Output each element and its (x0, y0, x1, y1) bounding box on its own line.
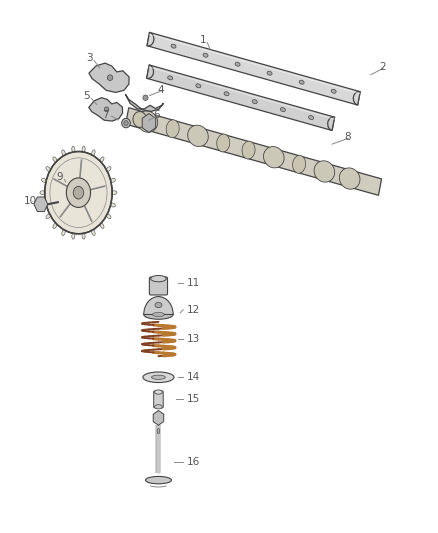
Wedge shape (328, 117, 335, 131)
Polygon shape (142, 114, 155, 133)
Ellipse shape (203, 53, 208, 57)
Ellipse shape (106, 214, 111, 219)
Ellipse shape (112, 191, 117, 195)
Polygon shape (153, 410, 164, 425)
Ellipse shape (267, 71, 272, 75)
Ellipse shape (168, 76, 173, 80)
Polygon shape (126, 108, 381, 195)
Ellipse shape (187, 125, 208, 147)
Ellipse shape (104, 107, 109, 112)
Ellipse shape (82, 146, 85, 152)
Text: 15: 15 (187, 394, 200, 405)
Ellipse shape (42, 179, 46, 182)
FancyBboxPatch shape (149, 277, 168, 295)
Ellipse shape (293, 156, 306, 173)
Ellipse shape (299, 80, 304, 84)
Ellipse shape (331, 89, 336, 93)
Ellipse shape (155, 405, 162, 409)
Ellipse shape (100, 157, 104, 162)
Ellipse shape (106, 167, 111, 171)
Ellipse shape (72, 233, 75, 239)
Ellipse shape (145, 477, 171, 484)
Ellipse shape (110, 179, 116, 182)
Ellipse shape (264, 147, 284, 168)
Ellipse shape (224, 92, 229, 96)
Text: 12: 12 (187, 305, 200, 315)
Text: 10: 10 (24, 196, 37, 206)
Wedge shape (147, 65, 154, 78)
Ellipse shape (339, 168, 360, 189)
Circle shape (66, 178, 91, 207)
Ellipse shape (124, 120, 128, 125)
Text: 9: 9 (57, 172, 64, 182)
Wedge shape (353, 92, 360, 105)
FancyBboxPatch shape (154, 391, 163, 408)
Ellipse shape (46, 214, 51, 219)
Ellipse shape (314, 161, 335, 182)
Polygon shape (34, 197, 48, 212)
Ellipse shape (53, 157, 57, 162)
Ellipse shape (110, 203, 116, 207)
Ellipse shape (42, 203, 46, 207)
Text: 11: 11 (187, 278, 200, 288)
Text: 6: 6 (153, 110, 160, 119)
Ellipse shape (92, 230, 95, 236)
Ellipse shape (137, 111, 158, 132)
Ellipse shape (107, 75, 113, 80)
Text: 5: 5 (83, 91, 89, 101)
Ellipse shape (235, 62, 240, 66)
Ellipse shape (151, 276, 166, 282)
Ellipse shape (40, 191, 45, 195)
Ellipse shape (242, 141, 255, 159)
Ellipse shape (155, 390, 162, 394)
Circle shape (45, 151, 112, 234)
Ellipse shape (252, 100, 257, 104)
Text: 1: 1 (200, 35, 206, 45)
Ellipse shape (155, 302, 162, 308)
Polygon shape (125, 94, 163, 111)
Text: 2: 2 (379, 62, 385, 72)
Ellipse shape (166, 120, 179, 138)
Polygon shape (147, 33, 360, 105)
Ellipse shape (309, 116, 314, 119)
Text: 13: 13 (187, 334, 200, 344)
Ellipse shape (72, 146, 75, 152)
Ellipse shape (171, 44, 176, 48)
Ellipse shape (82, 233, 85, 239)
Ellipse shape (143, 95, 148, 100)
Wedge shape (147, 33, 154, 46)
Text: 16: 16 (187, 457, 200, 467)
Ellipse shape (152, 375, 166, 379)
Ellipse shape (144, 310, 173, 319)
Ellipse shape (122, 118, 131, 128)
Ellipse shape (196, 84, 201, 88)
Ellipse shape (152, 312, 165, 317)
Wedge shape (144, 296, 173, 314)
Text: 14: 14 (187, 372, 200, 382)
Text: 4: 4 (158, 85, 164, 95)
Polygon shape (89, 63, 129, 92)
Polygon shape (89, 98, 123, 121)
Ellipse shape (46, 167, 51, 171)
Ellipse shape (62, 230, 65, 236)
Ellipse shape (157, 429, 160, 434)
Text: 7: 7 (102, 110, 109, 119)
Text: 8: 8 (344, 132, 351, 142)
Ellipse shape (217, 134, 230, 152)
Ellipse shape (280, 108, 286, 111)
Polygon shape (147, 65, 335, 131)
Ellipse shape (92, 150, 95, 156)
Text: 3: 3 (86, 53, 92, 63)
Ellipse shape (53, 223, 57, 229)
Circle shape (73, 187, 84, 199)
Ellipse shape (143, 372, 174, 383)
Ellipse shape (133, 111, 147, 127)
Ellipse shape (62, 150, 65, 156)
Ellipse shape (100, 223, 104, 229)
